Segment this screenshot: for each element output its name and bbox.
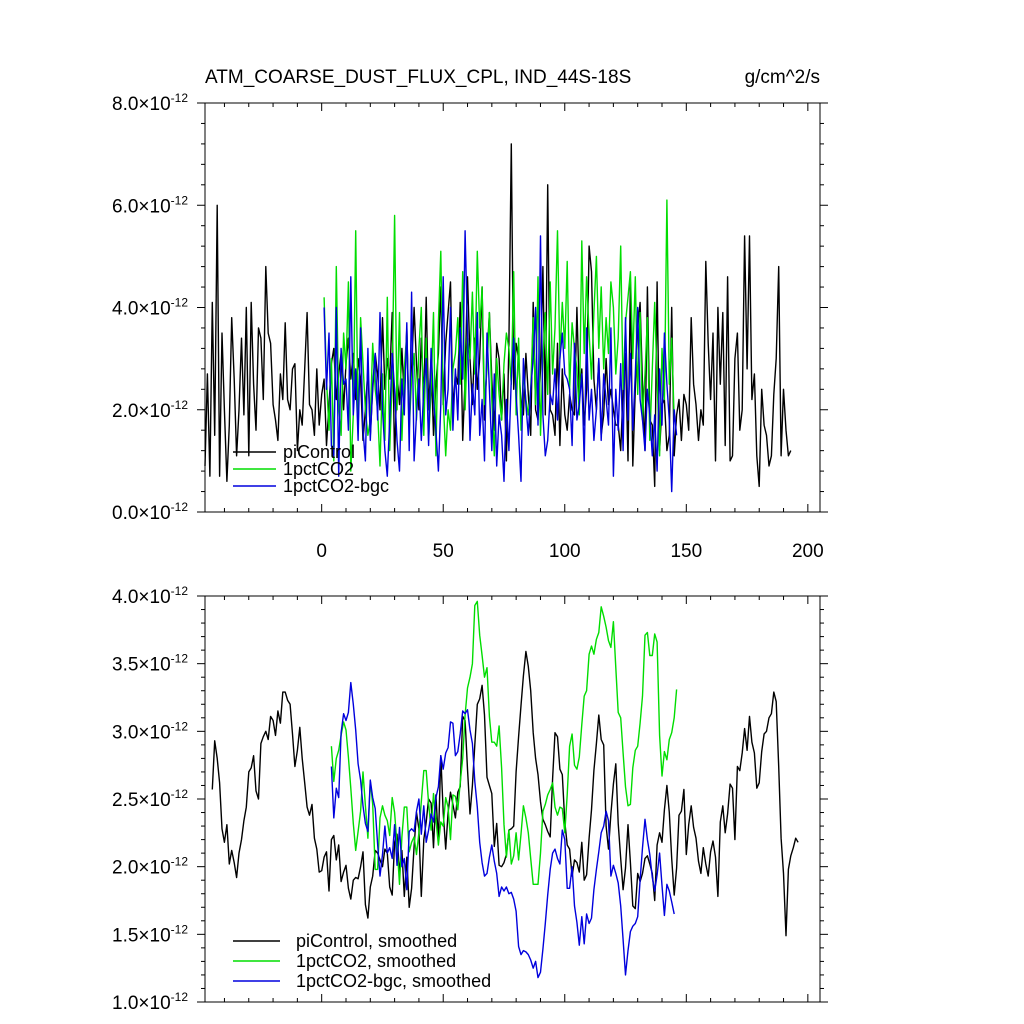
- legend-label: 1pctCO2: [283, 459, 354, 479]
- bottom-y-tick-labels: 1.0×10-12 1.5×10-12 2.0×10-12 2.5×10-12 3.0×…: [112, 584, 188, 1014]
- series-line-1pctco2-bgc-smoothed: [330, 681, 675, 979]
- bottom-panel: 1.0×10-12 1.5×10-12 2.0×10-12 2.5×10-12 3.0×…: [112, 584, 828, 1014]
- series-line-1pctco2-bgc: [323, 230, 678, 493]
- x-tick-label: 100: [549, 541, 581, 562]
- x-tick-label: 200: [792, 541, 824, 562]
- y-tick-label: 4.0×10-12: [112, 584, 188, 608]
- units-label: g/cm^2/s: [745, 67, 820, 88]
- top-panel: 0.0×10-12 2.0×10-12 4.0×10-12 6.0×10-12 8.0×…: [112, 91, 828, 562]
- legend-label: 1pctCO2-bgc, smoothed: [296, 971, 491, 991]
- series-line-picontrol: [204, 143, 792, 488]
- top-y-tick-labels: 0.0×10-12 2.0×10-12 4.0×10-12 6.0×10-12 8.0×…: [112, 91, 188, 524]
- series-line-1pctco2: [323, 199, 675, 472]
- legend-label: piControl, smoothed: [296, 931, 457, 951]
- y-tick-label: 6.0×10-12: [112, 193, 188, 217]
- chart-title: ATM_COARSE_DUST_FLUX_CPL, IND_44S-18S: [205, 67, 631, 88]
- top-x-tick-labels: 0 50 100 150 200: [316, 541, 823, 562]
- top-series: [204, 143, 792, 493]
- y-tick-label: 2.5×10-12: [112, 787, 188, 811]
- y-tick-label: 2.0×10-12: [112, 855, 188, 879]
- y-tick-label: 2.0×10-12: [112, 398, 188, 422]
- x-tick-label: 150: [670, 541, 702, 562]
- bottom-series: [211, 600, 799, 979]
- series-line-1pctco2-smoothed: [330, 600, 678, 885]
- top-axis-ticks: [197, 102, 828, 513]
- x-tick-label: 0: [316, 541, 327, 562]
- bottom-axis-ticks: [197, 595, 828, 1003]
- series-line-picontrol-smoothed: [211, 650, 799, 937]
- legend-label: 1pctCO2-bgc: [283, 476, 389, 496]
- legend-label: piControl: [283, 442, 355, 462]
- x-tick-label: 50: [433, 541, 454, 562]
- y-tick-label: 3.5×10-12: [112, 652, 188, 676]
- y-tick-label: 3.0×10-12: [112, 719, 188, 743]
- y-tick-label: 4.0×10-12: [112, 296, 188, 320]
- y-tick-label: 1.5×10-12: [112, 922, 188, 946]
- y-tick-label: 0.0×10-12: [112, 500, 188, 524]
- y-tick-label: 1.0×10-12: [112, 990, 188, 1014]
- y-tick-label: 8.0×10-12: [112, 91, 188, 115]
- legend-label: 1pctCO2, smoothed: [296, 951, 456, 971]
